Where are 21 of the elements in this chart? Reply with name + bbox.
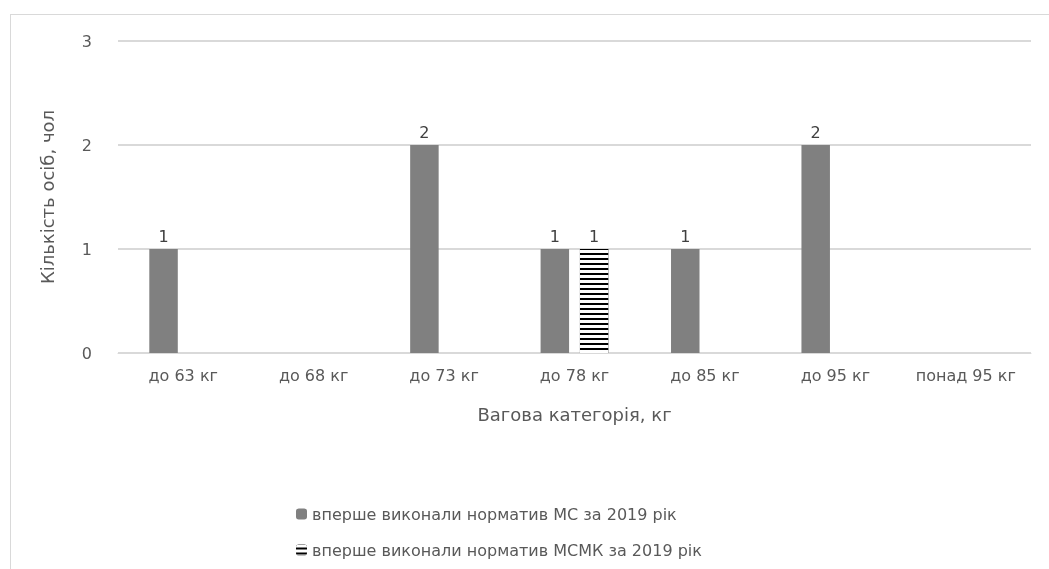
data-label: 1: [589, 226, 600, 246]
y-tick-label: 1: [81, 239, 92, 259]
data-label: 1: [158, 226, 169, 246]
x-tick-label: до 95 кг: [800, 365, 871, 385]
x-tick-label: до 73 кг: [409, 365, 479, 385]
x-tick-label: до 68 кг: [278, 365, 349, 385]
data-label: 2: [419, 122, 430, 142]
y-axis-title: Кількість осіб, чол: [36, 109, 58, 285]
legend-label: вперше виконали норматив МСМК за 2019 рік: [312, 540, 703, 560]
x-tick-label: понад 95 кг: [915, 365, 1016, 385]
y-tick-label: 2: [81, 135, 92, 155]
legend-label: вперше виконали норматив МС за 2019 рік: [312, 504, 678, 524]
x-tick-label: до 85 кг: [670, 365, 740, 385]
x-axis-title: Вагова категорія, кг: [477, 403, 672, 425]
data-label: 1: [680, 226, 691, 246]
x-tick-label: до 78 кг: [539, 365, 610, 385]
data-label: 1: [549, 226, 560, 246]
x-tick-label: до 63 кг: [148, 365, 218, 385]
y-tick-label: 0: [81, 343, 92, 363]
data-label: 2: [810, 122, 821, 142]
y-tick-label: 3: [81, 31, 92, 51]
